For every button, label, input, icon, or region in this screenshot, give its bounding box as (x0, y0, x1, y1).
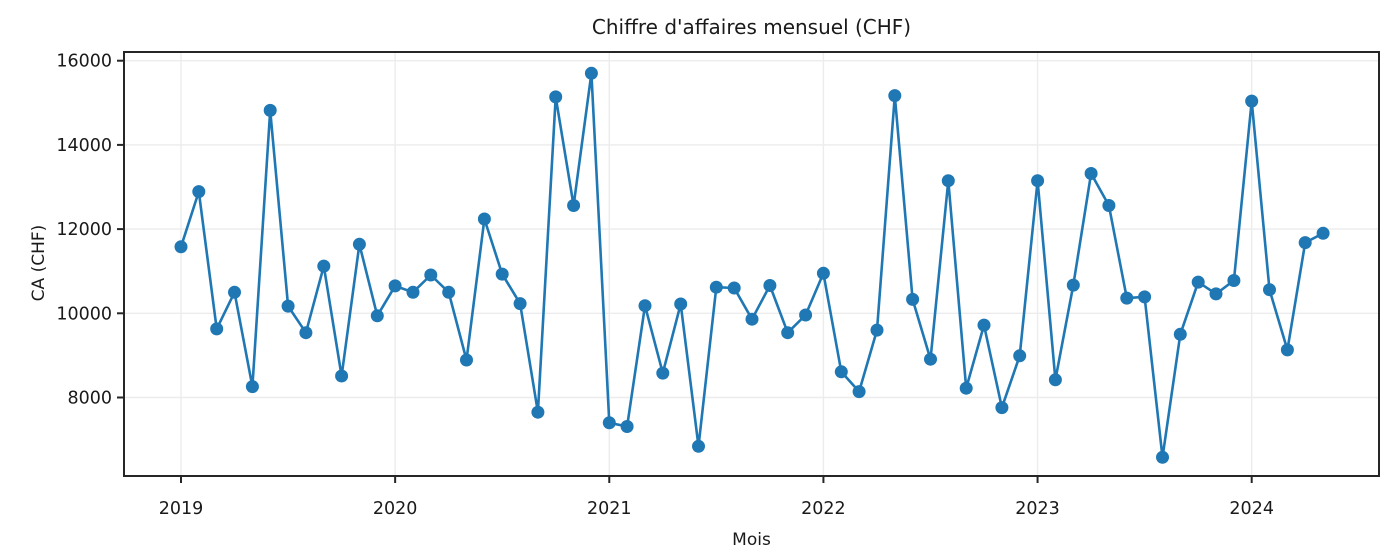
x-axis-label: Mois (732, 530, 771, 550)
x-tick-label: 2020 (373, 499, 418, 519)
chart-title: Chiffre d'affaires mensuel (CHF) (591, 15, 912, 39)
data-point (1138, 290, 1152, 304)
data-point (531, 405, 545, 419)
data-point (352, 237, 366, 251)
y-tick-label: 10000 (56, 304, 112, 324)
data-point (763, 279, 777, 292)
data-point (1156, 450, 1169, 464)
data-point (245, 380, 259, 394)
data-point (977, 318, 991, 332)
data-point (370, 309, 384, 323)
data-point (317, 259, 331, 273)
data-point (210, 322, 224, 336)
data-point (460, 353, 473, 367)
data-point (1227, 274, 1241, 287)
data-point (1102, 199, 1116, 212)
data-point (799, 308, 813, 322)
data-point (567, 199, 581, 212)
y-tick-label: 16000 (56, 52, 112, 72)
data-point (477, 212, 491, 226)
data-point (1191, 275, 1205, 289)
data-point (1245, 94, 1259, 108)
data-point (1316, 226, 1330, 240)
y-tick-label: 8000 (67, 389, 112, 409)
data-point (549, 90, 563, 104)
data-point (924, 352, 937, 366)
data-point (1120, 291, 1134, 305)
data-point (906, 292, 920, 306)
data-point (495, 267, 509, 281)
data-point (692, 439, 705, 453)
data-point (870, 323, 884, 337)
data-point (638, 299, 652, 313)
data-point (1084, 167, 1098, 180)
data-point (995, 401, 1009, 415)
data-point (174, 240, 188, 254)
x-tick-label: 2024 (1229, 499, 1274, 519)
data-point (834, 365, 848, 379)
data-point (888, 89, 902, 103)
data-point (727, 281, 741, 295)
data-line (179, 72, 1325, 459)
data-point (388, 279, 402, 293)
x-tick-label: 2021 (587, 499, 632, 519)
data-point (745, 312, 759, 326)
data-point (584, 66, 598, 80)
data-point (781, 326, 795, 340)
x-tick-label: 2023 (1015, 499, 1060, 519)
x-tick-label: 2019 (159, 499, 204, 519)
data-point (513, 297, 527, 311)
data-point (1048, 373, 1062, 387)
data-point (852, 385, 866, 399)
data-point (656, 366, 670, 380)
y-tick-label: 12000 (56, 220, 112, 240)
data-point (959, 381, 973, 395)
data-point (1031, 174, 1045, 188)
data-point (299, 326, 313, 340)
data-point (1263, 283, 1276, 297)
data-point (941, 174, 955, 188)
data-point (1173, 327, 1187, 341)
data-point (335, 369, 349, 383)
data-point (192, 185, 206, 199)
data-point (620, 420, 634, 433)
data-point (1280, 343, 1294, 357)
data-point (709, 280, 723, 294)
data-point (406, 285, 420, 299)
data-point (228, 285, 241, 299)
data-point (263, 103, 277, 117)
data-point (281, 299, 295, 313)
data-point (1209, 287, 1223, 301)
x-tick-label: 2022 (801, 499, 846, 519)
data-point (602, 416, 616, 430)
y-tick-label: 14000 (56, 136, 112, 156)
data-point (424, 268, 438, 282)
data-point (442, 285, 456, 299)
data-point (1298, 236, 1312, 250)
data-point (1066, 278, 1080, 292)
data-point (674, 297, 688, 311)
data-point (816, 266, 830, 280)
plot-border (123, 51, 1380, 477)
data-point (1013, 349, 1027, 363)
